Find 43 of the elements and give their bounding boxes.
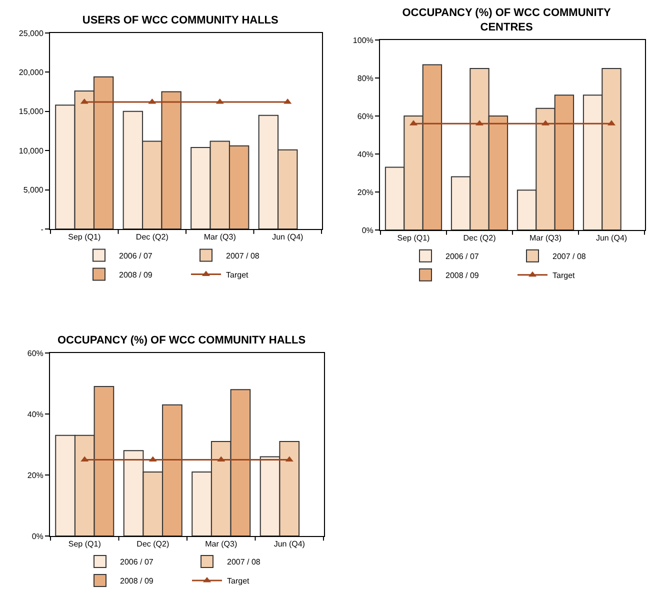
x-tick-label: Mar (Q3) xyxy=(205,540,238,549)
legend-label: 2008 / 09 xyxy=(119,270,153,280)
x-tick-label: Dec (Q2) xyxy=(463,234,496,243)
chart-title: USERS OF WCC COMMUNITY HALLS xyxy=(82,14,278,27)
x-tick-label: Sep (Q1) xyxy=(397,234,430,243)
legend-label: Target xyxy=(227,576,250,586)
y-tick-label: 20% xyxy=(27,470,44,480)
y-tick-label: 15,000 xyxy=(18,107,44,116)
x-tick-label: Sep (Q1) xyxy=(68,232,101,242)
y-tick-label: 40% xyxy=(27,410,44,419)
legend-label: 2006 / 07 xyxy=(446,252,480,262)
y-tick-label: 20% xyxy=(357,188,374,197)
x-tick-label: Jun (Q4) xyxy=(274,540,306,549)
y-tick-label: 60% xyxy=(27,348,44,358)
chart-title: OCCUPANCY (%) OF WCC COMMUNITY HALLS xyxy=(57,334,306,347)
legend-label: 2007 / 08 xyxy=(227,558,261,567)
x-tick-label: Mar (Q3) xyxy=(530,234,562,243)
x-tick-label: Jun (Q4) xyxy=(272,232,304,242)
y-tick-label: 25,000 xyxy=(18,28,44,38)
y-tick-label: 80% xyxy=(357,74,374,83)
legend-label: Target xyxy=(552,271,576,280)
x-tick-label: Dec (Q2) xyxy=(136,232,169,242)
y-tick-label: 40% xyxy=(357,150,374,159)
x-tick-label: Mar (Q3) xyxy=(204,232,236,242)
x-tick-label: Jun (Q4) xyxy=(596,234,628,243)
legend-label: 2007 / 08 xyxy=(226,251,260,260)
chart-title: OCCUPANCY (%) OF WCC COMMUNITY CENTRES xyxy=(402,7,612,34)
legend-label: 2006 / 07 xyxy=(119,251,153,260)
legend-label: 2006 / 07 xyxy=(120,558,154,567)
x-tick-label: Sep (Q1) xyxy=(68,540,102,549)
y-tick-label: 100% xyxy=(352,36,374,45)
legend-label: 2007 / 08 xyxy=(552,252,586,262)
y-tick-label: 10,000 xyxy=(18,146,44,156)
legend-label: 2008 / 09 xyxy=(446,271,480,280)
legend-label: Target xyxy=(226,270,250,280)
y-tick-label: 0% xyxy=(32,532,44,541)
y-tick-label: - xyxy=(40,224,44,234)
y-tick-label: 5,000 xyxy=(23,186,44,195)
x-tick-label: Dec (Q2) xyxy=(136,540,170,549)
legend-label: 2008 / 09 xyxy=(120,576,154,586)
y-tick-label: 20,000 xyxy=(18,68,44,77)
y-tick-label: 0% xyxy=(362,226,374,235)
y-tick-label: 60% xyxy=(357,112,374,121)
